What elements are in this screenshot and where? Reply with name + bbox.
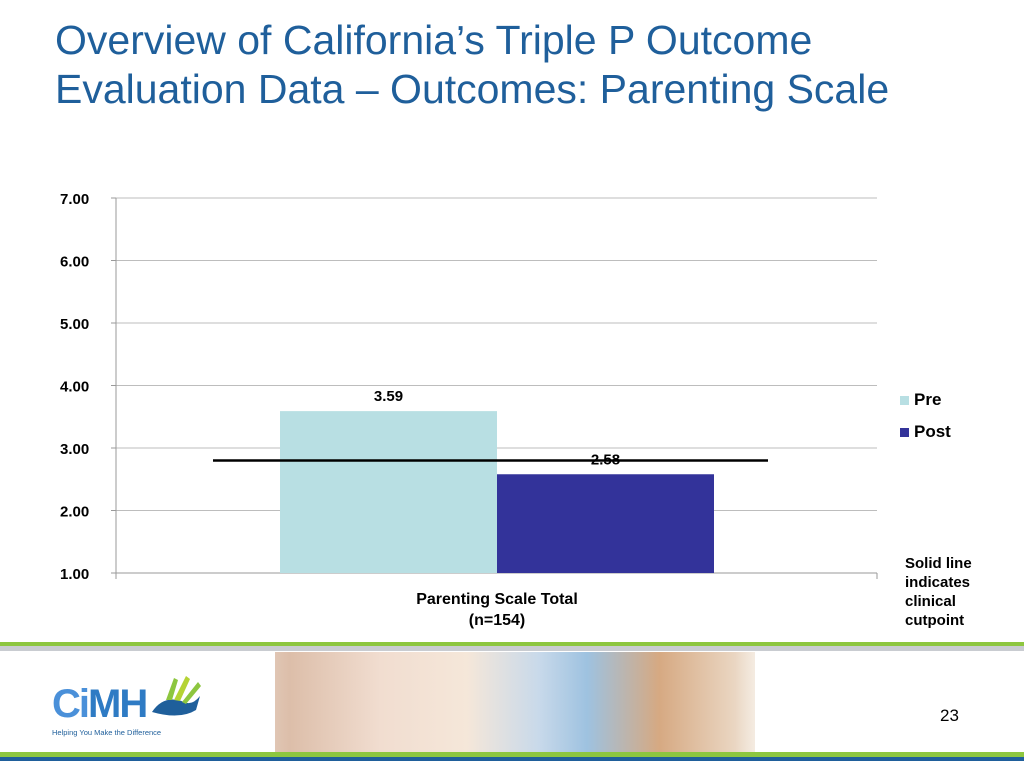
bar-chart: 1.002.003.004.005.006.007.003.592.58Pare… <box>60 191 878 629</box>
logo-tagline: Helping You Make the Difference <box>52 728 162 737</box>
bar-post <box>497 474 714 573</box>
ytick-label-7.00: 7.00 <box>60 191 89 208</box>
title-line-2: Evaluation Data – Outcomes: Parenting Sc… <box>55 66 890 112</box>
legend-label-pre: Pre <box>914 390 942 409</box>
page-number: 23 <box>940 706 959 725</box>
ytick-label-4.00: 4.00 <box>60 379 89 396</box>
category-label-line-1: Parenting Scale Total <box>416 591 578 608</box>
cutpoint-note: Solid line indicates clinical cutpoint <box>905 555 972 629</box>
photo-fade-left <box>210 652 290 752</box>
title-line-1: Overview of California’s Triple P Outcom… <box>55 17 813 63</box>
footer-stripe-green-bottom <box>0 752 1024 757</box>
ytick-label-3.00: 3.00 <box>60 441 89 458</box>
bar-pre <box>280 411 497 573</box>
ytick-label-5.00: 5.00 <box>60 316 89 333</box>
chart-legend: Pre Post <box>900 384 951 448</box>
footer-stripe-grey <box>0 646 1024 651</box>
logo-wordmark: CiMH <box>52 682 148 726</box>
hands-icon <box>152 676 201 716</box>
legend-swatch-post <box>900 427 909 437</box>
legend-label-post: Post <box>914 422 951 441</box>
cimh-logo: CiMH Helping You Make the Difference <box>52 670 202 738</box>
category-label-line-2: (n=154) <box>469 612 525 629</box>
legend-item-pre: Pre <box>900 384 951 416</box>
family-photo-collage <box>275 652 755 752</box>
legend-swatch-pre <box>900 395 909 405</box>
photo-fade-right <box>735 652 795 752</box>
ytick-label-2.00: 2.00 <box>60 504 89 521</box>
footer-stripe-green <box>0 642 1024 646</box>
legend-item-post: Post <box>900 416 951 448</box>
slide-title: Overview of California’s Triple P Outcom… <box>55 16 1005 114</box>
ytick-label-6.00: 6.00 <box>60 254 89 271</box>
footer-stripe-blue <box>0 757 1024 761</box>
ytick-label-1.00: 1.00 <box>60 566 89 583</box>
data-label-pre: 3.59 <box>374 388 403 405</box>
